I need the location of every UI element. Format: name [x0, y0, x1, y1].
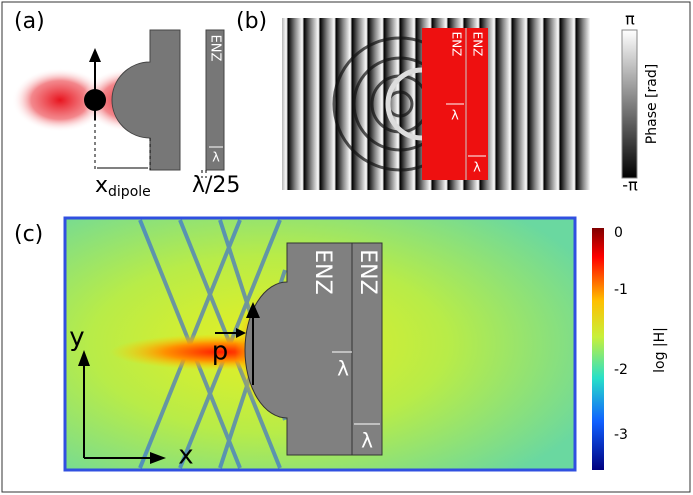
axis-label: x — [178, 441, 193, 471]
thickness-label: λ/25 — [192, 173, 240, 198]
x-dipole: xdipole — [95, 173, 151, 200]
lambda-label: λ — [473, 161, 481, 176]
enz-label: ENZ — [184, 35, 199, 62]
colorbar-title: Phase [rad] — [644, 64, 660, 144]
lambda-label: λ — [188, 107, 196, 122]
enz-label: ENZ — [355, 249, 380, 294]
lambda-label: λ — [212, 151, 220, 166]
colorbar-max: π — [625, 10, 635, 29]
colorbar-tick: -1 — [614, 282, 628, 298]
panel-label: (a) — [14, 9, 45, 34]
panel-label: (b) — [236, 9, 267, 34]
field-colorbar — [592, 228, 604, 470]
phase-colorbar — [622, 30, 637, 178]
enz-label: ENZ — [471, 32, 485, 57]
colorbar-tick: -2 — [614, 362, 628, 378]
lambda-label: λ — [451, 109, 459, 124]
colorbar-tick: 0 — [614, 225, 623, 241]
dipole-label: p — [212, 337, 229, 367]
enz-label: ENZ — [310, 249, 335, 294]
lambda-label: λ — [337, 357, 349, 381]
colorbar-tick: -3 — [614, 427, 628, 443]
x-dipole-sub: dipole — [108, 184, 151, 200]
enz-slab — [112, 30, 180, 170]
enz-label: ENZ — [450, 32, 464, 57]
panel-label: (c) — [14, 222, 43, 247]
arrowhead — [89, 48, 101, 62]
lambda-label: λ — [361, 429, 373, 453]
enz-label: ENZ — [208, 35, 223, 62]
colorbar-min: -π — [622, 176, 638, 195]
colorbar-title: log |H| — [652, 327, 668, 373]
x-dipole-main: x — [95, 173, 108, 198]
figure: (a) ENZ ENZ λ λ xdipole λ/25 (b) ENZ ENZ… — [0, 0, 693, 495]
axis-label: y — [69, 323, 84, 353]
